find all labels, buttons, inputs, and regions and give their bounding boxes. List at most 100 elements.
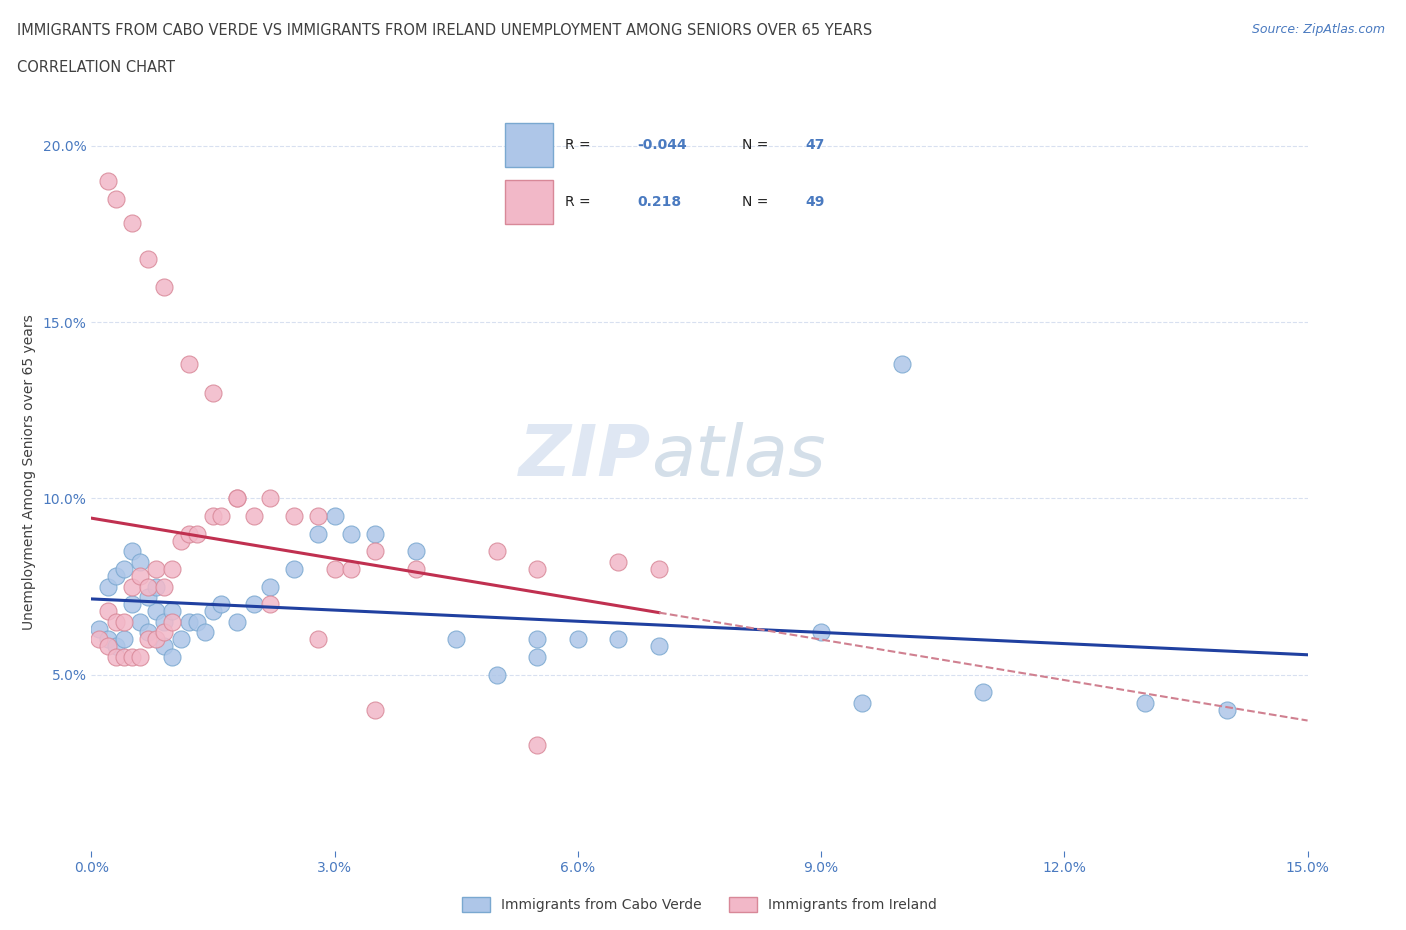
Point xyxy=(202,604,225,618)
Point xyxy=(526,650,548,665)
Point xyxy=(259,579,281,594)
Point xyxy=(104,650,127,665)
Point xyxy=(194,625,217,640)
Point xyxy=(162,615,184,630)
Point xyxy=(202,385,225,400)
Point xyxy=(162,650,184,665)
Point xyxy=(364,702,387,717)
Point xyxy=(104,639,127,654)
Point xyxy=(136,590,159,604)
Point xyxy=(129,554,152,569)
Point xyxy=(112,650,135,665)
Point xyxy=(323,562,346,577)
Point xyxy=(121,579,143,594)
Text: CORRELATION CHART: CORRELATION CHART xyxy=(17,60,174,75)
Point xyxy=(97,174,120,189)
Point xyxy=(607,554,630,569)
Point xyxy=(485,544,508,559)
Point xyxy=(891,357,914,372)
Point xyxy=(97,579,120,594)
Point xyxy=(307,509,329,524)
Point xyxy=(136,625,159,640)
Point xyxy=(104,568,127,583)
Point xyxy=(526,737,548,752)
Point xyxy=(136,579,159,594)
Point xyxy=(209,597,232,612)
Text: Source: ZipAtlas.com: Source: ZipAtlas.com xyxy=(1251,23,1385,36)
Point xyxy=(153,579,176,594)
Point xyxy=(89,632,111,647)
Point xyxy=(177,526,200,541)
Point xyxy=(1215,702,1237,717)
Point xyxy=(136,632,159,647)
Point xyxy=(145,632,167,647)
Point xyxy=(162,562,184,577)
Point xyxy=(307,526,329,541)
Point xyxy=(169,632,191,647)
Point xyxy=(242,509,264,524)
Point xyxy=(186,526,208,541)
Point xyxy=(121,216,143,231)
Point xyxy=(526,562,548,577)
Point xyxy=(810,625,832,640)
Point xyxy=(567,632,589,647)
Point xyxy=(648,639,671,654)
Point xyxy=(364,526,387,541)
Point xyxy=(226,491,249,506)
Point xyxy=(129,568,152,583)
Legend: Immigrants from Cabo Verde, Immigrants from Ireland: Immigrants from Cabo Verde, Immigrants f… xyxy=(463,897,936,912)
Point xyxy=(259,491,281,506)
Point xyxy=(283,562,305,577)
Point xyxy=(526,632,548,647)
Point xyxy=(162,604,184,618)
Point xyxy=(851,696,873,711)
Point xyxy=(340,562,363,577)
Point xyxy=(89,621,111,636)
Point xyxy=(153,279,176,294)
Point xyxy=(209,509,232,524)
Point xyxy=(153,615,176,630)
Point xyxy=(112,562,135,577)
Point xyxy=(485,667,508,682)
Point xyxy=(112,615,135,630)
Point xyxy=(202,509,225,524)
Point xyxy=(405,544,427,559)
Point xyxy=(145,579,167,594)
Point xyxy=(121,544,143,559)
Point xyxy=(145,562,167,577)
Point xyxy=(323,509,346,524)
Text: ZIP: ZIP xyxy=(519,422,651,491)
Point xyxy=(242,597,264,612)
Point xyxy=(121,597,143,612)
Y-axis label: Unemployment Among Seniors over 65 years: Unemployment Among Seniors over 65 years xyxy=(21,314,35,630)
Point xyxy=(136,251,159,266)
Point xyxy=(169,533,191,548)
Point xyxy=(104,615,127,630)
Point xyxy=(648,562,671,577)
Point xyxy=(97,604,120,618)
Point xyxy=(129,650,152,665)
Point xyxy=(186,615,208,630)
Point xyxy=(153,639,176,654)
Point xyxy=(177,357,200,372)
Point xyxy=(259,597,281,612)
Point xyxy=(283,509,305,524)
Point xyxy=(97,639,120,654)
Point xyxy=(145,604,167,618)
Point xyxy=(153,625,176,640)
Point xyxy=(97,632,120,647)
Point xyxy=(177,615,200,630)
Point xyxy=(226,615,249,630)
Point xyxy=(112,632,135,647)
Point xyxy=(1135,696,1157,711)
Text: IMMIGRANTS FROM CABO VERDE VS IMMIGRANTS FROM IRELAND UNEMPLOYMENT AMONG SENIORS: IMMIGRANTS FROM CABO VERDE VS IMMIGRANTS… xyxy=(17,23,872,38)
Point xyxy=(104,192,127,206)
Point xyxy=(226,491,249,506)
Point xyxy=(340,526,363,541)
Point xyxy=(364,544,387,559)
Point xyxy=(121,650,143,665)
Point xyxy=(607,632,630,647)
Point xyxy=(444,632,467,647)
Text: atlas: atlas xyxy=(651,422,825,491)
Point xyxy=(972,684,994,699)
